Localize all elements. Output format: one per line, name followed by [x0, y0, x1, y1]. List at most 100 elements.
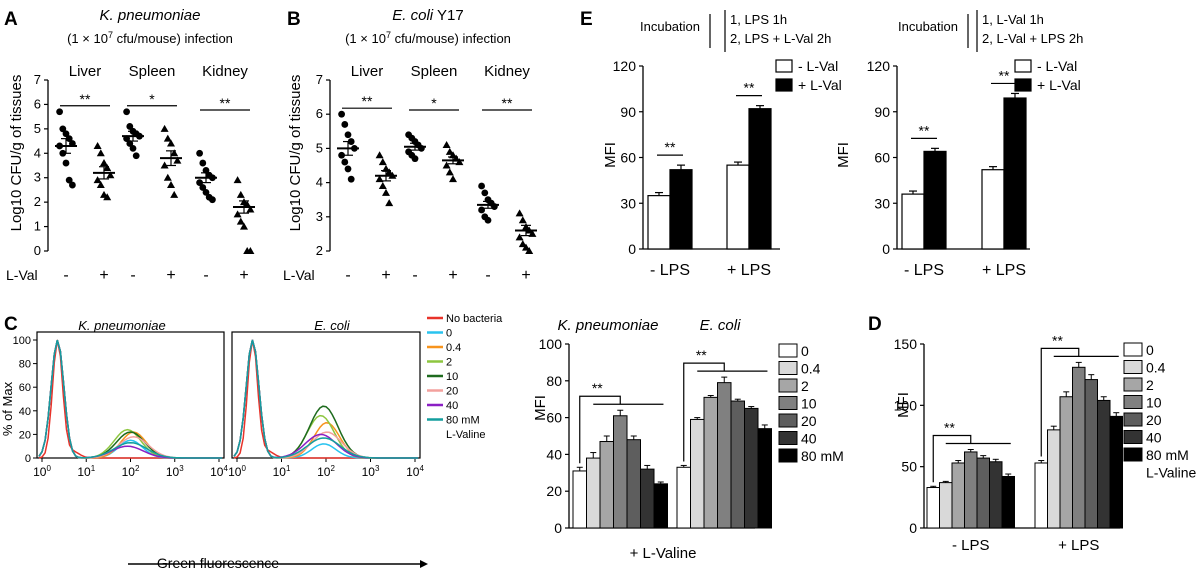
histogram-curve	[38, 339, 222, 459]
data-point-triangle	[442, 161, 451, 169]
data-point-triangle	[170, 149, 179, 157]
data-point-triangle	[93, 176, 102, 184]
x-tick-label: 104	[210, 464, 228, 479]
treatment-sign: +	[99, 267, 108, 284]
panel-c-bar-title-1: K. pneumoniae	[558, 317, 659, 334]
significance-bracket	[683, 362, 725, 462]
category-label: + LPS	[727, 262, 771, 279]
bar	[572, 470, 587, 529]
significance-bracket	[1040, 347, 1080, 457]
y-tick-label: 7	[34, 72, 41, 87]
data-point-triangle	[246, 247, 255, 254]
y-tick-label: 100	[13, 335, 31, 347]
legend-label: 20	[446, 386, 458, 398]
data-point-circle	[341, 158, 349, 166]
histogram-curve	[38, 339, 222, 459]
y-tick-label: 4	[316, 175, 323, 190]
x-tick-label: 102	[122, 464, 140, 479]
significance-stars: **	[502, 95, 513, 111]
bar	[901, 193, 925, 250]
bar	[744, 407, 759, 529]
data-point-circle	[69, 181, 76, 189]
significance-stars: *	[149, 91, 155, 107]
data-point-triangle	[236, 217, 245, 225]
category-label: + LPS	[1058, 537, 1099, 554]
data-point-triangle	[167, 181, 175, 189]
x-tick-label: 101	[273, 464, 291, 479]
data-point-triangle	[103, 193, 112, 201]
y-tick-label: 50	[901, 459, 917, 475]
data-point-circle	[62, 130, 70, 138]
significance-stars: **	[220, 95, 231, 111]
data-point-circle	[123, 108, 130, 116]
y-tick-label: 90	[874, 104, 890, 120]
legend-swatch	[1123, 447, 1143, 462]
y-tick-label: 0	[25, 453, 31, 465]
treatment-sign: -	[203, 267, 208, 284]
panel-a-ylabel: Log10 CFU/g of tissues	[8, 75, 25, 232]
treatment-sign: +	[381, 267, 390, 284]
bar	[951, 462, 965, 529]
legend-label: 80 mM	[1146, 447, 1189, 463]
y-tick-label: 0	[909, 520, 917, 536]
legend-swatch	[1123, 342, 1143, 357]
x-tick-label: 102	[317, 464, 335, 479]
y-tick-label: 3	[34, 170, 41, 185]
panel-c-bar-ylabel: MFI	[532, 395, 549, 421]
legend-label: 0.4	[801, 361, 821, 377]
x-row-label: L-Val	[283, 267, 315, 283]
organ-label: Spleen	[129, 63, 176, 80]
legend-label: 20	[1146, 412, 1162, 428]
significance-stars: **	[80, 91, 91, 107]
y-tick-label: 6	[34, 96, 41, 111]
bar	[726, 164, 750, 250]
legend-swatch	[1123, 412, 1143, 427]
histogram-curve	[233, 339, 418, 459]
legend-label: 2	[801, 378, 809, 394]
bar	[1084, 379, 1098, 529]
data-point-triangle	[233, 176, 242, 184]
data-point-circle	[478, 206, 485, 214]
x-tick-label: 101	[77, 464, 95, 479]
data-point-circle	[126, 123, 134, 130]
legend-label: + L-Val	[798, 77, 842, 93]
y-tick-label: 0	[34, 243, 41, 258]
x-tick-label: 100	[33, 464, 51, 479]
data-point-circle	[344, 131, 352, 139]
data-point-circle	[199, 159, 207, 167]
legend-swatch	[778, 343, 798, 358]
legend-swatch	[778, 448, 798, 463]
bar	[653, 483, 668, 529]
significance-stars: *	[431, 95, 437, 111]
y-tick-label: 3	[316, 209, 323, 224]
panel-letter-e: E	[580, 9, 593, 30]
treatment-sign: +	[166, 267, 175, 284]
legend-label: 10	[446, 371, 458, 383]
bar	[1047, 429, 1061, 529]
bar	[586, 457, 601, 529]
treatment-sign: -	[63, 267, 68, 284]
organ-label: Kidney	[202, 63, 248, 80]
panel-letter-a: A	[4, 9, 18, 30]
data-point-triangle	[515, 209, 524, 217]
bar	[748, 108, 772, 250]
legend-label: - L-Val	[798, 58, 838, 74]
data-point-circle	[478, 182, 485, 190]
data-point-circle	[132, 152, 140, 160]
data-point-triangle	[445, 168, 454, 176]
y-tick-label: 90	[620, 104, 636, 120]
data-point-circle	[338, 151, 345, 159]
bar	[730, 400, 745, 529]
y-tick-label: 5	[34, 121, 41, 136]
y-tick-label: 120	[613, 58, 637, 74]
data-point-circle	[202, 188, 210, 196]
y-tick-label: 40	[546, 446, 562, 462]
data-point-triangle	[382, 188, 390, 196]
y-tick-label: 20	[19, 429, 31, 441]
significance-stars: **	[919, 122, 930, 138]
bar	[717, 382, 732, 529]
legend-label: 0.4	[1146, 360, 1166, 376]
legend-swatch	[778, 431, 798, 445]
